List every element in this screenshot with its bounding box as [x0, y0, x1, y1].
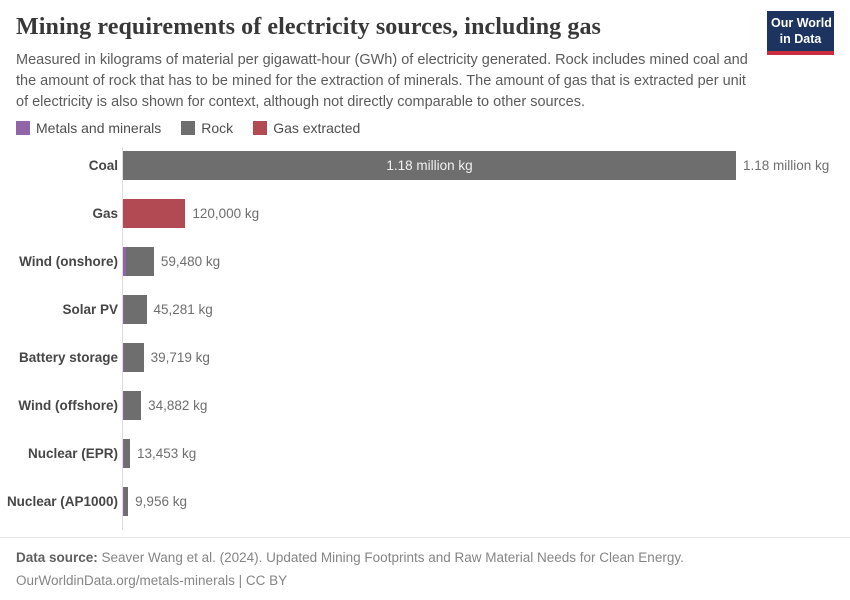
bar[interactable] [123, 246, 154, 276]
bar[interactable] [123, 198, 186, 228]
category-label: Nuclear (EPR) [27, 445, 118, 461]
bar-row-wind-onshore-: Wind (onshore) 59,480 kg [0, 237, 850, 285]
bar-value-label: 34,882 kg [148, 397, 208, 413]
bar-segment-rock[interactable] [123, 390, 142, 420]
bar-row-gas: Gas 120,000 kg [0, 189, 850, 237]
category-label: Solar PV [62, 301, 118, 317]
bar-value-label: 1.18 million kg [743, 157, 830, 173]
bar-segment-metals[interactable] [123, 294, 125, 324]
owid-logo-text-line1: Our World [771, 16, 832, 30]
bar[interactable] [123, 342, 144, 372]
bar-segment-metals[interactable] [123, 486, 124, 516]
legend-item-metals-and-minerals[interactable]: Metals and minerals [16, 120, 161, 136]
bar-segment-rock[interactable] [124, 294, 147, 324]
chart-subtitle: Measured in kilograms of material per gi… [16, 52, 748, 110]
bar-segment-gas[interactable] [123, 198, 186, 228]
legend-swatch-icon [16, 121, 30, 135]
bar-value-label: 59,480 kg [160, 253, 221, 269]
bar-segment-metals[interactable] [123, 246, 126, 276]
bar-value-label: 13,453 kg [136, 445, 197, 461]
bar-value-label: 9,956 kg [135, 493, 187, 509]
bar-chart: Coal 1.18 million kg 1.18 million kg Gas 120… [0, 146, 850, 532]
category-label: Coal [88, 157, 118, 173]
bar-row-solar-pv: Solar PV 45,281 kg [0, 285, 850, 333]
legend-swatch-icon [181, 121, 196, 135]
data-source-line: Data source: Seaver Wang et al. (2024). … [16, 547, 834, 570]
bar-segment-metals[interactable] [123, 438, 124, 468]
category-label: Wind (offshore) [18, 397, 118, 413]
page-title: Mining requirements of electricity sourc… [16, 14, 601, 40]
category-label: Nuclear (AP1000) [6, 493, 118, 509]
legend-item-gas-extracted[interactable]: Gas extracted [253, 120, 360, 136]
bar-value-label: 45,281 kg [153, 301, 213, 317]
bar-segment-rock[interactable] [125, 246, 154, 276]
attribution-link[interactable]: OurWorldinData.org/metals-minerals | CC … [16, 572, 288, 588]
owid-logo-text-line2: in Data [779, 31, 822, 46]
bar-segment-rock[interactable] [123, 150, 736, 180]
bar-row-nuclear-epr-: Nuclear (EPR) 13,453 kg [0, 429, 850, 477]
data-source-label: Data source: [16, 550, 98, 565]
bar-segment-rock[interactable] [123, 438, 130, 468]
bar-segment-rock[interactable] [123, 342, 144, 372]
bar[interactable] [123, 486, 129, 516]
bar-segment-rock[interactable] [123, 486, 129, 516]
legend-label: Rock [201, 120, 234, 136]
y-axis-line [122, 147, 123, 530]
bar-row-wind-offshore-: Wind (offshore) 34,882 kg [0, 381, 850, 429]
data-source-text: Seaver Wang et al. (2024). Updated Minin… [97, 550, 684, 565]
bar[interactable] [123, 438, 130, 468]
legend: Metals and minerals Rock Gas extracted [16, 120, 360, 136]
category-label: Gas [92, 205, 118, 221]
chart-header: Mining requirements of electricity sourc… [16, 11, 834, 113]
bar[interactable] [123, 390, 142, 420]
bar[interactable] [123, 294, 147, 324]
bar-value-label: 39,719 kg [150, 349, 210, 365]
category-label: Battery storage [18, 349, 118, 365]
chart-footer: Data source: Seaver Wang et al. (2024). … [16, 547, 834, 593]
bar-segment-metals[interactable] [123, 390, 124, 420]
bar-row-battery-storage: Battery storage 39,719 kg [0, 333, 850, 381]
footer-divider [0, 537, 850, 538]
bar-segment-metals[interactable] [123, 342, 124, 372]
bar-value-label: 120,000 kg [192, 205, 260, 221]
legend-swatch-icon [253, 121, 268, 135]
bar-row-coal: Coal 1.18 million kg 1.18 million kg [0, 141, 850, 189]
bar-row-nuclear-ap1000-: Nuclear (AP1000) 9,956 kg [0, 477, 850, 525]
legend-label: Metals and minerals [36, 120, 162, 136]
legend-item-rock[interactable]: Rock [181, 120, 233, 136]
bar[interactable]: 1.18 million kg [123, 150, 736, 180]
owid-logo: Our World in Data [767, 11, 834, 56]
legend-label: Gas extracted [273, 120, 361, 136]
category-label: Wind (onshore) [19, 253, 118, 269]
